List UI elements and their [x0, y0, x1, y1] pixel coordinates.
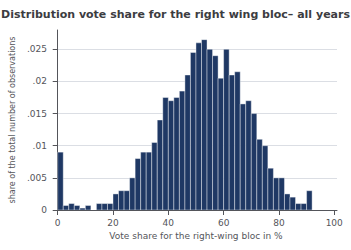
svg-text:.015: .015	[27, 109, 47, 119]
svg-text:.02: .02	[33, 76, 47, 86]
svg-text:60: 60	[218, 218, 230, 228]
svg-text:share of the total number of o: share of the total number of observation…	[8, 37, 17, 204]
svg-text:40: 40	[163, 218, 175, 228]
svg-text:.01: .01	[33, 141, 47, 151]
svg-text:.005: .005	[27, 173, 47, 183]
svg-text:80: 80	[273, 218, 285, 228]
svg-text:Vote share for the right-wing: Vote share for the right-wing bloc in %	[109, 231, 283, 241]
svg-text:0: 0	[55, 218, 61, 228]
svg-text:100: 100	[326, 218, 343, 228]
svg-text:0: 0	[41, 205, 47, 215]
svg-text:Distribution vote share for th: Distribution vote share for the right wi…	[1, 8, 350, 21]
svg-text:20: 20	[107, 218, 119, 228]
svg-text:.025: .025	[27, 44, 47, 54]
